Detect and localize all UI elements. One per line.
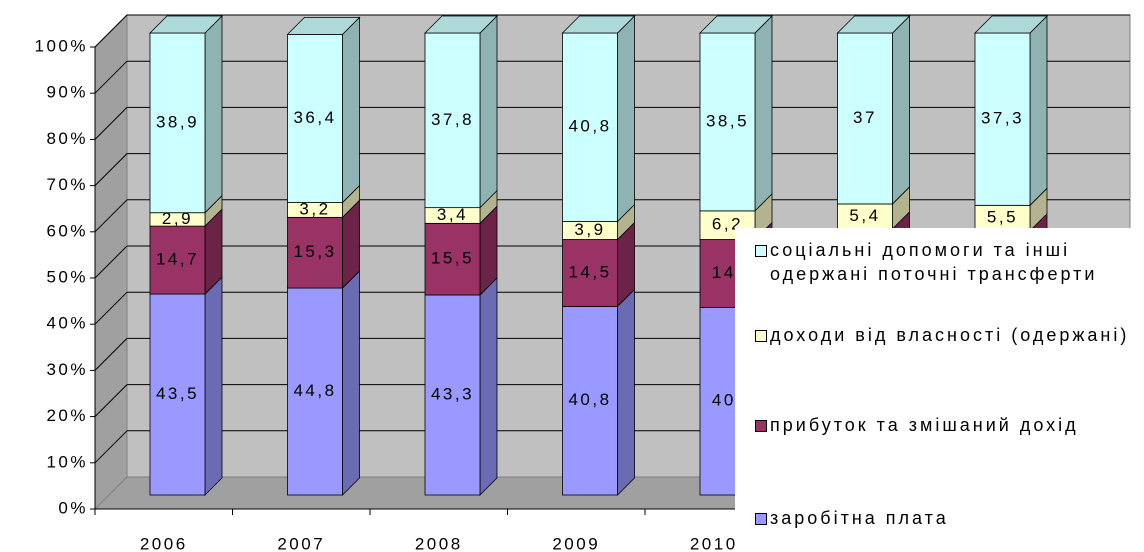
bar-side xyxy=(204,276,223,496)
bar-side xyxy=(1029,15,1048,207)
data-label: 5,5 xyxy=(987,208,1018,227)
legend-entry: прибуток та змішаний дохід xyxy=(755,413,1144,437)
bar xyxy=(424,222,481,296)
y-tick-label: 10% xyxy=(46,452,88,471)
legend-swatch xyxy=(755,420,767,432)
legend-swatch xyxy=(755,330,767,342)
bar-top xyxy=(561,15,636,34)
bar xyxy=(424,294,481,496)
data-label: 6,2 xyxy=(712,215,743,234)
bar-side xyxy=(754,15,773,212)
bar xyxy=(149,225,206,295)
bar xyxy=(287,287,343,496)
bar xyxy=(287,33,343,203)
y-tick-label: 40% xyxy=(46,314,88,333)
bar xyxy=(974,32,1031,206)
bar xyxy=(562,306,618,496)
data-label: 37,3 xyxy=(981,109,1024,128)
bar-side xyxy=(617,288,635,496)
bar-top xyxy=(149,15,223,34)
data-label: 15,5 xyxy=(431,249,474,268)
data-label: 37 xyxy=(853,108,877,127)
y-tick-label: 0% xyxy=(58,498,88,517)
y-tick-label: 60% xyxy=(46,221,88,240)
data-label: 40, xyxy=(712,391,743,410)
legend-entry: заробітна плата xyxy=(755,506,1144,530)
data-label: 43,3 xyxy=(431,384,474,403)
data-label: 38,9 xyxy=(156,112,199,131)
bar-side xyxy=(892,15,910,205)
legend-swatch xyxy=(755,245,767,257)
data-label: 14,5 xyxy=(568,262,611,281)
grid-line-side xyxy=(94,199,128,233)
grid-line-side xyxy=(94,384,128,417)
data-label: 3,2 xyxy=(299,199,330,218)
data-label: 15,3 xyxy=(293,242,336,261)
data-label: 2,9 xyxy=(162,209,193,228)
data-label: 14, xyxy=(712,263,743,282)
grid-line-side xyxy=(94,430,128,464)
bar xyxy=(149,293,206,496)
bar xyxy=(974,204,1031,232)
legend-label: прибуток та змішаний дохід xyxy=(770,415,1079,435)
data-label: 36,4 xyxy=(293,108,336,127)
data-label: 43,5 xyxy=(156,384,199,403)
x-tick-label: 2010 xyxy=(690,534,738,552)
data-label: 3,4 xyxy=(437,205,468,224)
data-label: 38,5 xyxy=(706,111,749,130)
data-label: 40,8 xyxy=(568,390,611,409)
bar xyxy=(837,32,893,205)
bar-top xyxy=(836,15,911,34)
y-tick-label: 80% xyxy=(46,129,88,148)
x-tick-label: 2007 xyxy=(277,534,325,552)
data-label: 3,9 xyxy=(574,220,605,239)
data-label: 5,4 xyxy=(849,206,880,225)
grid-line-side xyxy=(94,14,128,48)
grid-line-side xyxy=(94,338,128,371)
y-tick-label: 90% xyxy=(46,83,88,102)
grid-line-side xyxy=(94,245,128,279)
legend-entry: соціальні допомоги та інші одержані пото… xyxy=(755,238,1144,286)
x-tick-label: 2006 xyxy=(140,534,188,552)
legend-label: соціальні допомоги та інші одержані пото… xyxy=(770,240,1098,284)
bar xyxy=(424,32,481,209)
legend-label: заробітна плата xyxy=(770,508,949,528)
bar-side xyxy=(342,16,360,204)
legend-entry: доходи від власності (одержані) xyxy=(755,323,1144,347)
bar xyxy=(562,32,618,222)
bar-side xyxy=(204,15,223,214)
bar xyxy=(149,32,206,214)
bar-side xyxy=(617,15,635,223)
bar-top xyxy=(424,15,498,34)
data-label: 44,8 xyxy=(293,381,336,400)
data-label: 40,8 xyxy=(568,117,611,136)
x-tick-label: 2009 xyxy=(552,534,600,552)
grid-line-side xyxy=(94,291,128,325)
grid-line-side xyxy=(94,153,128,186)
legend-label: доходи від власності (одержані) xyxy=(770,325,1130,345)
legend-swatch xyxy=(755,513,767,525)
grid-line-side xyxy=(94,107,128,140)
grid-line-side xyxy=(94,60,128,94)
bar-top xyxy=(286,16,361,35)
y-tick-label: 20% xyxy=(46,406,88,425)
bar-top xyxy=(974,15,1048,34)
data-label: 37,8 xyxy=(431,110,474,129)
data-label: 14,7 xyxy=(156,250,199,269)
legend: соціальні допомоги та інші одержані пото… xyxy=(735,228,1144,552)
bar-side xyxy=(479,15,498,209)
y-tick-label: 30% xyxy=(46,360,88,379)
bar xyxy=(287,216,343,289)
y-tick-label: 50% xyxy=(46,267,88,286)
y-tick-label: 100% xyxy=(35,36,88,55)
bar-side xyxy=(342,270,360,496)
bar-side xyxy=(479,276,498,496)
bar-top xyxy=(699,15,773,34)
x-tick-label: 2008 xyxy=(415,534,463,552)
y-tick-label: 70% xyxy=(46,175,88,194)
